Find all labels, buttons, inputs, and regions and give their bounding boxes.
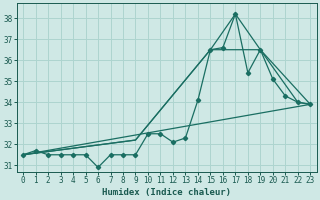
X-axis label: Humidex (Indice chaleur): Humidex (Indice chaleur) [102,188,231,197]
